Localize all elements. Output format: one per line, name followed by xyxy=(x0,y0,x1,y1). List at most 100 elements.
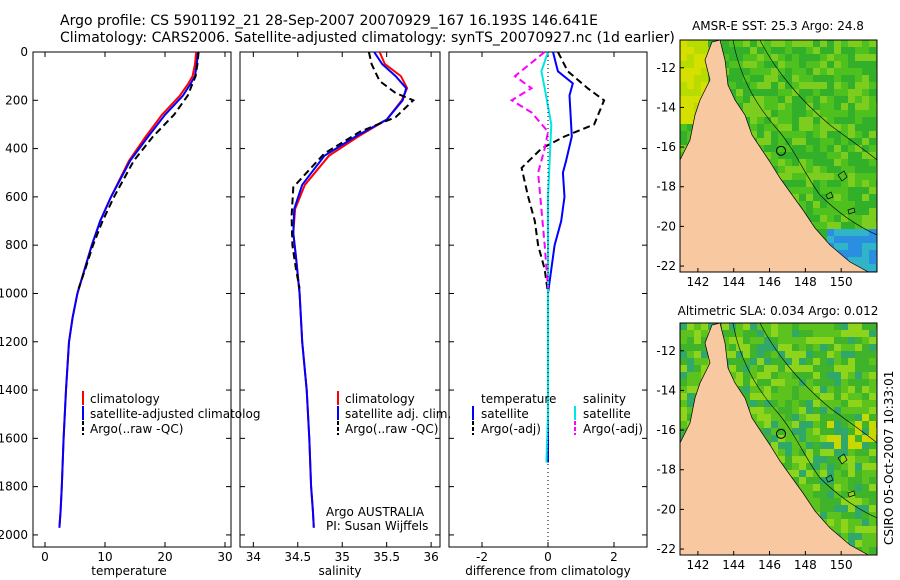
heatmap-cell xyxy=(764,323,771,330)
heatmap-cell xyxy=(771,358,778,365)
heatmap-cell xyxy=(848,421,855,428)
heatmap-cell xyxy=(743,344,750,351)
heatmap-cell xyxy=(869,526,876,533)
heatmap-cell xyxy=(848,526,855,533)
heatmap-cell xyxy=(701,344,708,351)
heatmap-cell xyxy=(799,351,806,358)
heatmap-cell xyxy=(771,330,778,337)
heatmap-cell xyxy=(750,117,757,124)
heatmap-cell xyxy=(841,414,848,421)
heatmap-cell xyxy=(743,96,750,103)
map-top-reefs xyxy=(825,170,856,215)
heatmap-cell xyxy=(834,243,841,250)
legend-header-temperature: temperature xyxy=(481,392,556,406)
heatmap-cell xyxy=(855,414,862,421)
heatmap-cell xyxy=(841,89,848,96)
heatmap-cell xyxy=(827,117,834,124)
heatmap-cell xyxy=(841,61,848,68)
heatmap-cell xyxy=(862,519,869,526)
legend-label-temp-satellite: satellite xyxy=(481,407,529,421)
heatmap-cell xyxy=(785,407,792,414)
heatmap-cell xyxy=(827,180,834,187)
heatmap-cell xyxy=(869,131,876,138)
heatmap-cell xyxy=(687,372,694,379)
heatmap-cell xyxy=(869,138,876,145)
heatmap-cell xyxy=(869,351,876,358)
heatmap-cell xyxy=(848,222,855,229)
heatmap-cell xyxy=(827,208,834,215)
heatmap-cell xyxy=(736,379,743,386)
heatmap-cell xyxy=(820,337,827,344)
heatmap-cell xyxy=(862,386,869,393)
heatmap-cell xyxy=(862,498,869,505)
heatmap-cell xyxy=(785,40,792,47)
heatmap-cell xyxy=(813,131,820,138)
heatmap-cell xyxy=(806,442,813,449)
heatmap-cell xyxy=(771,351,778,358)
heatmap-cell xyxy=(855,117,862,124)
heatmap-cell xyxy=(806,131,813,138)
heatmap-cell xyxy=(771,337,778,344)
heatmap-cell xyxy=(729,358,736,365)
temp-series-argo-raw-qc xyxy=(77,51,200,289)
heatmap-cell xyxy=(757,110,764,117)
heatmap-cell xyxy=(820,61,827,68)
heatmap-cell xyxy=(750,124,757,131)
heatmap-cell xyxy=(820,222,827,229)
heatmap-cell xyxy=(771,131,778,138)
heatmap-cell xyxy=(680,124,687,131)
heatmap-cell xyxy=(848,173,855,180)
heatmap-cell xyxy=(750,131,757,138)
heatmap-cell xyxy=(722,47,729,54)
heatmap-cell xyxy=(687,54,694,61)
heatmap-cell xyxy=(799,337,806,344)
heatmap-cell xyxy=(841,351,848,358)
heatmap-cell xyxy=(778,40,785,47)
heatmap-cell xyxy=(806,358,813,365)
heatmap-cell xyxy=(799,365,806,372)
heatmap-cell xyxy=(750,330,757,337)
heatmap-cell xyxy=(680,421,687,428)
heatmap-cell xyxy=(736,337,743,344)
heatmap-cell xyxy=(855,54,862,61)
heatmap-cell xyxy=(778,456,785,463)
heatmap-cell xyxy=(778,96,785,103)
heatmap-cell xyxy=(855,491,862,498)
heatmap-cell xyxy=(848,61,855,68)
heatmap-cell xyxy=(771,124,778,131)
heatmap-cell xyxy=(813,208,820,215)
heatmap-cell xyxy=(841,243,848,250)
heatmap-cell xyxy=(848,505,855,512)
heatmap-cell xyxy=(855,173,862,180)
heatmap-cell xyxy=(862,110,869,117)
heatmap-cell xyxy=(680,47,687,54)
heatmap-cell xyxy=(806,337,813,344)
heatmap-cell xyxy=(862,124,869,131)
heatmap-cell xyxy=(785,103,792,110)
heatmap-cell xyxy=(813,414,820,421)
heatmap-cell xyxy=(806,54,813,61)
heatmap-cell xyxy=(855,110,862,117)
heatmap-cell xyxy=(799,330,806,337)
heatmap-cell xyxy=(862,358,869,365)
heatmap-cell xyxy=(862,208,869,215)
heatmap-cell xyxy=(848,414,855,421)
heatmap-cell xyxy=(722,330,729,337)
heatmap-cell xyxy=(862,180,869,187)
heatmap-cell xyxy=(764,358,771,365)
heatmap-cell xyxy=(862,449,869,456)
heatmap-cell xyxy=(799,103,806,110)
legend-label-sal-satellite: satellite xyxy=(583,407,631,421)
sal-x-tick-label: 35.5 xyxy=(373,550,400,564)
heatmap-cell xyxy=(764,435,771,442)
heatmap-cell xyxy=(848,344,855,351)
heatmap-cell xyxy=(799,145,806,152)
heatmap-cell xyxy=(820,131,827,138)
heatmap-cell xyxy=(855,400,862,407)
heatmap-cell xyxy=(806,344,813,351)
heatmap-cell xyxy=(799,323,806,330)
heatmap-cell xyxy=(792,131,799,138)
heatmap-cell xyxy=(862,152,869,159)
heatmap-cell xyxy=(862,351,869,358)
heatmap-cell xyxy=(764,421,771,428)
